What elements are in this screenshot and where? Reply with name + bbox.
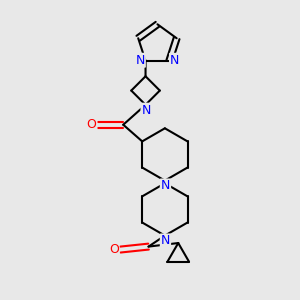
Text: N: N [141, 104, 151, 117]
Text: O: O [109, 243, 119, 256]
Text: O: O [86, 118, 96, 130]
Text: N: N [170, 54, 179, 67]
Text: N: N [161, 235, 170, 248]
Text: N: N [161, 179, 170, 193]
Text: N: N [136, 54, 145, 67]
